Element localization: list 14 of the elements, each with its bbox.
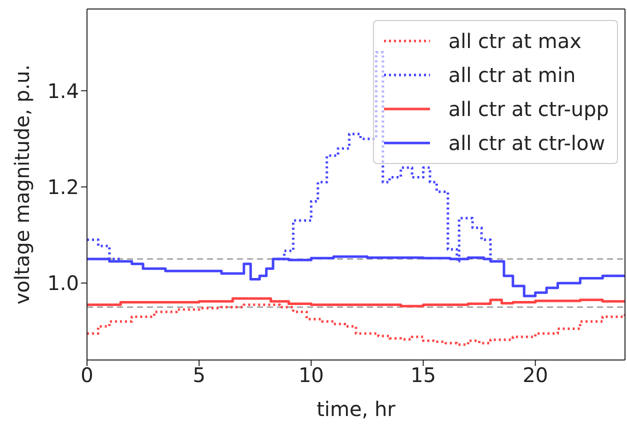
x-tick-label: 0 — [80, 363, 94, 388]
x-tick-label: 10 — [298, 363, 324, 388]
y-tick-label: 1.4 — [47, 78, 79, 103]
legend-label: all ctr at min — [448, 63, 576, 87]
y-tick-label: 1.0 — [47, 271, 79, 296]
x-tick-label: 15 — [410, 363, 436, 388]
x-axis-title: time, hr — [316, 397, 396, 421]
legend-label: all ctr at ctr-low — [448, 131, 606, 155]
y-tick-label: 1.2 — [47, 175, 79, 200]
x-tick-label: 5 — [192, 363, 206, 388]
legend-label: all ctr at ctr-upp — [448, 97, 609, 121]
x-tick-label: 20 — [522, 363, 548, 388]
legend-label: all ctr at max — [448, 29, 582, 53]
y-axis-title: voltage magnitude, p.u. — [10, 64, 34, 305]
